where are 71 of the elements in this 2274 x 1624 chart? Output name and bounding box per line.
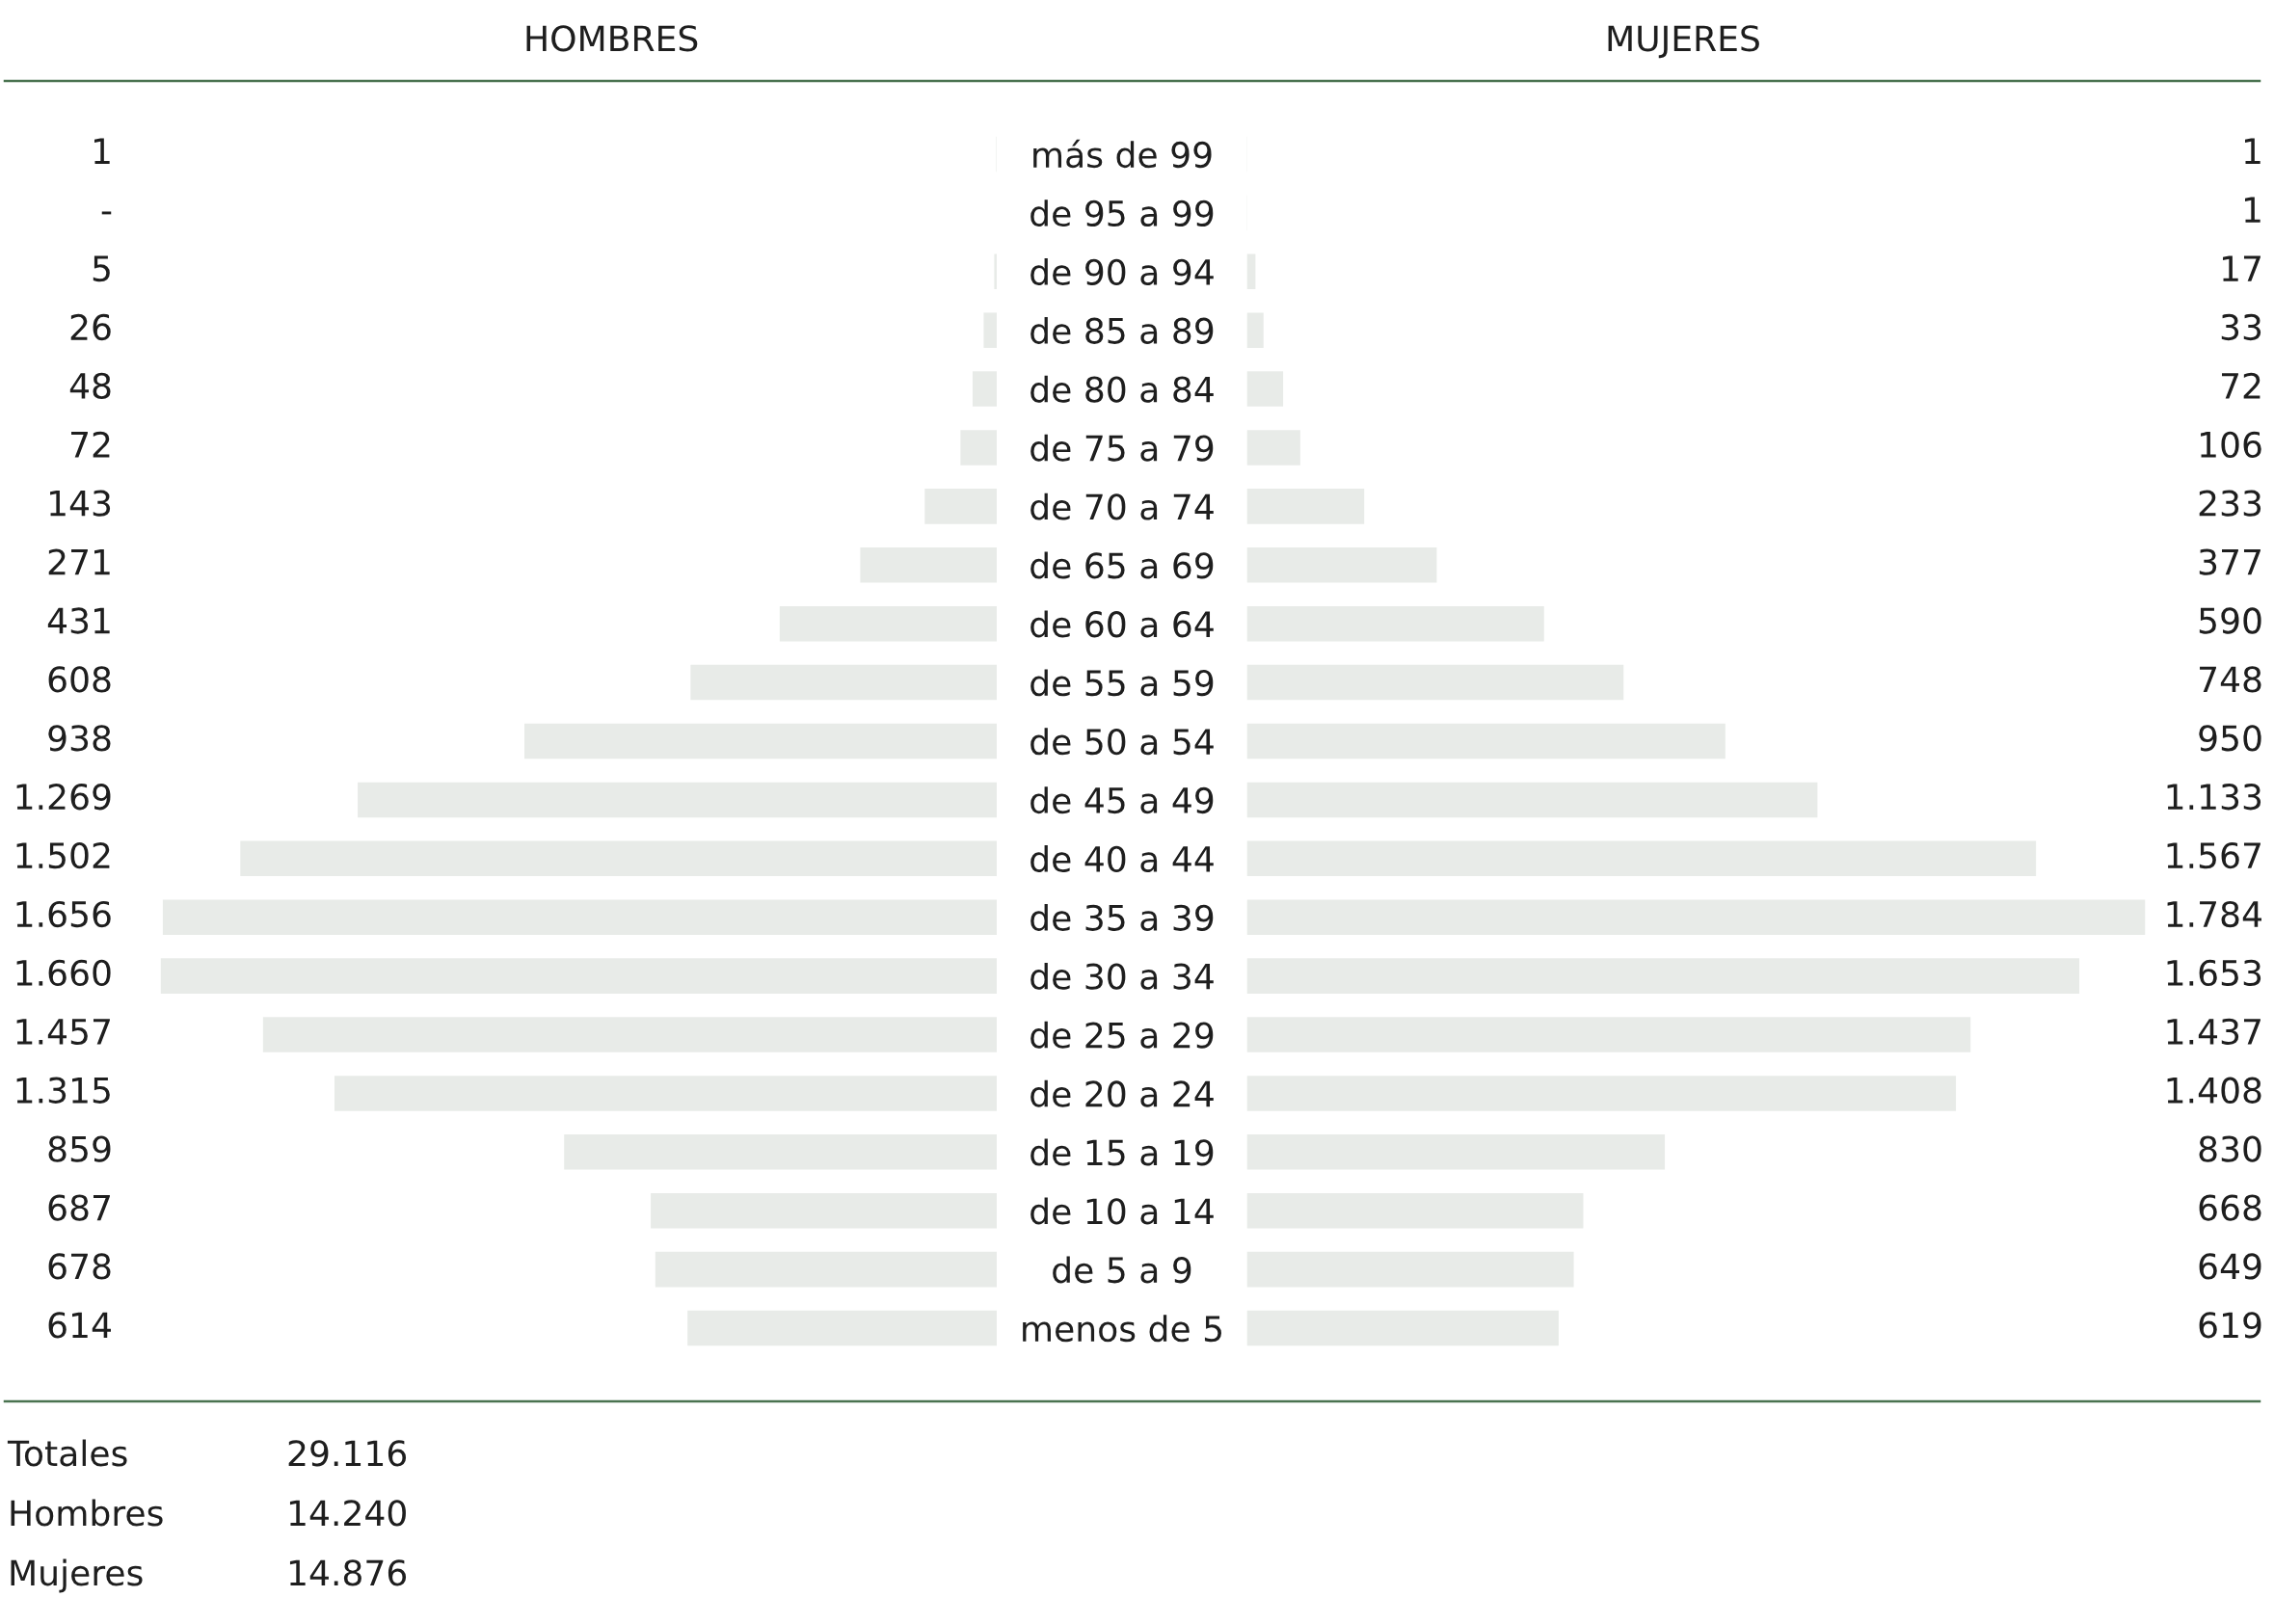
y-tick-label: más de 99 — [1033, 139, 1212, 169]
y-tick-label: de 75 a 79 — [1030, 434, 1214, 462]
data-label: 1.269 — [16, 784, 111, 811]
y-tick-label: de 5 a 9 — [1053, 1256, 1191, 1284]
data-label: 143 — [50, 490, 111, 517]
y-tick-label: de 10 a 14 — [1030, 1197, 1214, 1225]
data-label: 590 — [2199, 607, 2261, 634]
y-tick-label: de 30 a 34 — [1030, 962, 1214, 990]
data-label: 1 — [94, 138, 110, 164]
data-label: 1 — [2244, 138, 2261, 164]
data-label: 431 — [47, 607, 110, 634]
data-label: 1.457 — [16, 1019, 110, 1045]
data-label: 5 — [93, 255, 110, 282]
data-label: 608 — [48, 666, 111, 693]
text: 29.116 — [288, 1440, 407, 1467]
data-label: 830 — [2199, 1135, 2261, 1162]
data-label: 1.437 — [2167, 1018, 2261, 1045]
data-label: 377 — [2199, 548, 2261, 575]
data-label: 48 — [69, 372, 111, 400]
y-tick-label: de 45 a 49 — [1030, 786, 1214, 814]
y-tick-label: de 40 a 44 — [1030, 845, 1214, 873]
y-tick-label: de 80 a 84 — [1030, 375, 1214, 403]
data-label: 678 — [48, 1253, 111, 1280]
text: 14.876 — [289, 1559, 407, 1586]
data-label: 271 — [48, 548, 110, 575]
data-label: 950 — [2199, 725, 2261, 752]
data-label: 859 — [48, 1135, 111, 1162]
data-label: 687 — [48, 1194, 110, 1221]
text: Mujeres — [11, 1558, 143, 1593]
y-tick-label: de 60 a 64 — [1030, 610, 1214, 638]
y-tick-label: de 25 a 29 — [1030, 1021, 1214, 1049]
text: 14.240 — [289, 1500, 406, 1527]
text: Hombres — [11, 1499, 163, 1527]
y-tick-label: de 20 a 24 — [1030, 1079, 1214, 1107]
chart-title: HOMBRES — [526, 25, 698, 52]
data-label: 1.784 — [2167, 900, 2261, 928]
y-tick-label: menos de 5 — [1023, 1315, 1221, 1343]
data-label: 649 — [2199, 1253, 2261, 1280]
data-label: 1.653 — [2167, 959, 2261, 987]
y-tick-label: de 65 a 69 — [1030, 551, 1214, 579]
y-tick-label: de 55 a 59 — [1030, 669, 1214, 697]
data-label: 33 — [2221, 313, 2261, 341]
data-label: 26 — [70, 313, 111, 341]
y-tick-label: de 70 a 74 — [1030, 493, 1214, 520]
data-label: 619 — [2199, 1312, 2261, 1339]
y-tick-label: de 35 a 39 — [1030, 903, 1214, 931]
data-label: 72 — [2222, 372, 2261, 399]
data-label: 1.656 — [16, 900, 111, 928]
data-label: 748 — [2200, 666, 2261, 693]
data-label: 1.315 — [16, 1077, 110, 1104]
data-label: 668 — [2199, 1194, 2261, 1221]
data-label: 1.567 — [2167, 841, 2261, 869]
y-tick-label: de 50 a 54 — [1030, 728, 1214, 756]
data-label: 72 — [71, 431, 110, 458]
data-label: 1.408 — [2167, 1077, 2261, 1104]
chart-title: MUJERES — [1608, 25, 1759, 59]
y-tick-label: de 85 a 89 — [1030, 316, 1214, 344]
data-label: 233 — [2199, 490, 2261, 517]
data-label: 17 — [2223, 255, 2261, 281]
data-label: 1 — [2244, 197, 2261, 223]
y-tick-label: de 90 a 94 — [1030, 258, 1214, 285]
data-label: 1.502 — [16, 841, 110, 869]
data-label: - — [101, 211, 112, 215]
data-label: 1.133 — [2167, 784, 2261, 811]
data-label: 938 — [48, 725, 111, 752]
y-tick-label: de 15 a 19 — [1030, 1138, 1214, 1166]
data-label: 614 — [48, 1312, 111, 1339]
data-label: 106 — [2201, 431, 2261, 458]
text: Totales — [7, 1439, 127, 1467]
data-label: 1.660 — [16, 959, 111, 987]
y-tick-label: de 95 a 99 — [1030, 200, 1214, 227]
